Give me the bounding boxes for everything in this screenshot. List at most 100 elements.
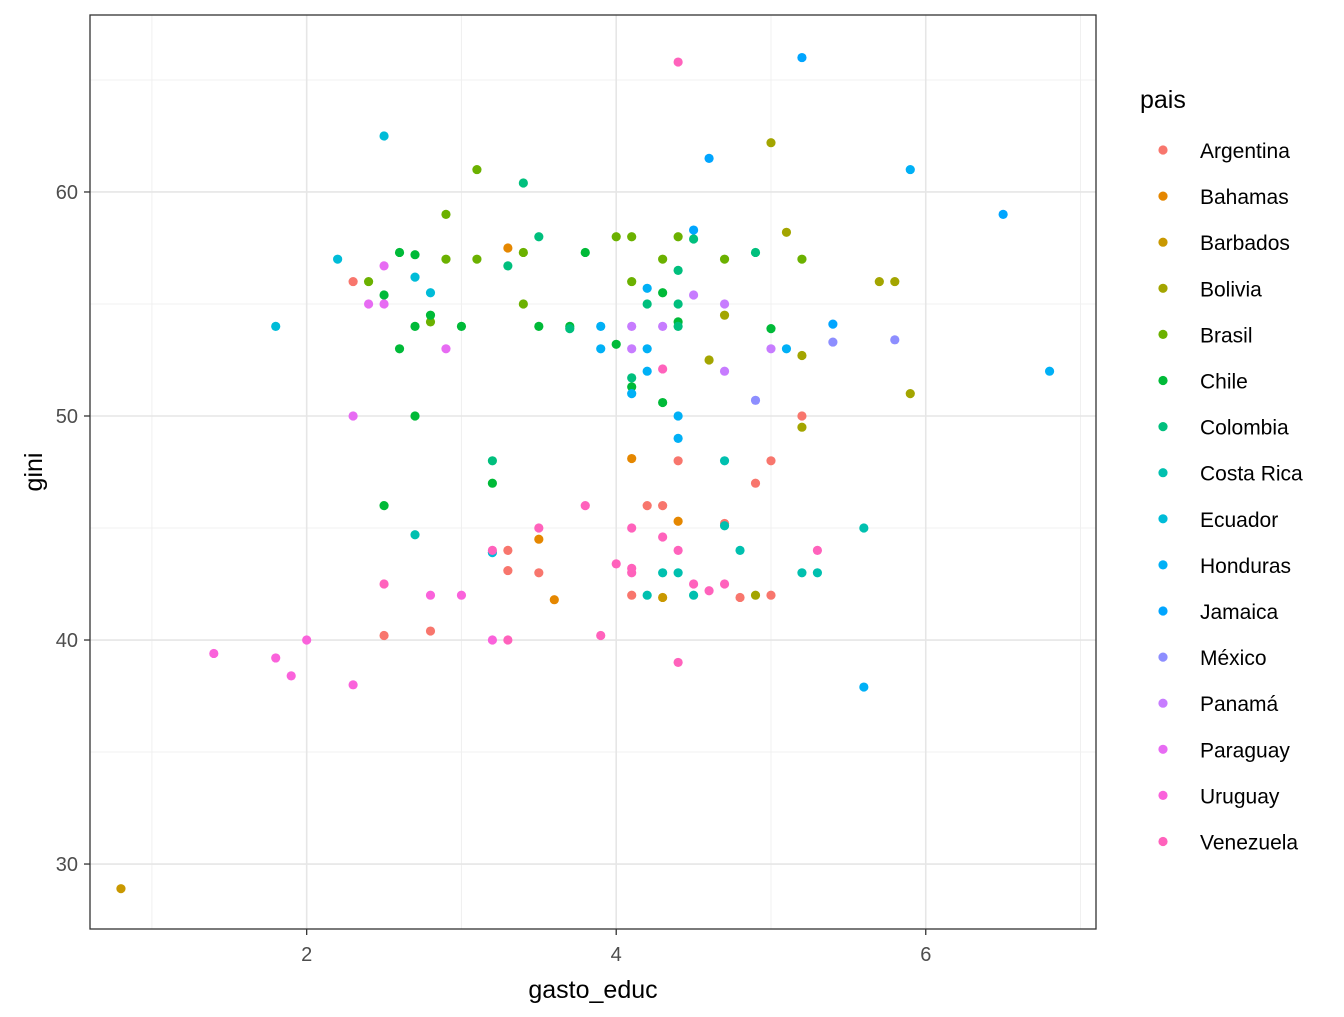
data-point [627, 344, 637, 354]
data-point [689, 579, 699, 589]
data-point [503, 243, 513, 253]
data-point [642, 501, 652, 511]
legend-item: Uruguay [1158, 785, 1280, 808]
data-point [673, 57, 683, 67]
data-point [363, 299, 374, 309]
legend-key [1158, 790, 1168, 801]
legend-key [1158, 606, 1168, 616]
data-point [750, 590, 761, 600]
legend-label: Costa Rica [1200, 463, 1303, 486]
legend-label: Chile [1200, 371, 1248, 394]
data-point [719, 254, 730, 264]
legend-label: Bolivia [1200, 278, 1262, 301]
legend-label: Paraguay [1200, 739, 1290, 762]
data-point [673, 232, 683, 242]
data-point [425, 310, 436, 320]
data-point [503, 545, 513, 556]
data-point [627, 373, 637, 383]
data-point [658, 501, 668, 511]
data-point [627, 523, 637, 533]
data-point [781, 344, 792, 354]
data-point [518, 299, 528, 309]
data-point [719, 579, 730, 589]
legend-key [1158, 560, 1168, 570]
data-point [874, 276, 884, 287]
legend-item: Jamaica [1158, 601, 1279, 624]
data-point [890, 335, 900, 345]
x-tick-label: 2 [301, 944, 312, 966]
data-point [503, 635, 513, 645]
data-point [441, 254, 451, 264]
legend-key [1158, 744, 1168, 754]
data-point [673, 516, 683, 526]
data-point [379, 630, 389, 641]
data-point [379, 501, 389, 511]
data-point [658, 288, 668, 298]
data-point [673, 568, 683, 578]
data-point [487, 545, 497, 556]
data-point [673, 657, 683, 668]
grid-major [90, 15, 1096, 929]
data-point [518, 247, 528, 258]
legend-label: Brasil [1200, 324, 1253, 347]
data-point [673, 433, 683, 443]
data-point [704, 355, 714, 365]
legend-key [1158, 329, 1168, 339]
data-point [859, 682, 869, 692]
legend-label: México [1200, 647, 1267, 670]
data-point [363, 276, 374, 287]
data-point [812, 545, 823, 556]
data-point [673, 456, 683, 466]
data-point [534, 232, 544, 242]
data-point [456, 590, 467, 600]
data-point [719, 310, 730, 320]
data-point [766, 456, 776, 466]
data-point [627, 590, 637, 600]
data-point [828, 337, 838, 347]
data-point [472, 254, 482, 264]
data-point [596, 321, 606, 331]
data-points [116, 52, 1055, 894]
data-point [549, 595, 559, 605]
legend-item: Venezuela [1158, 832, 1298, 855]
data-point [673, 299, 683, 309]
data-point [596, 630, 606, 641]
data-point [596, 344, 606, 354]
legend-item: Costa Rica [1158, 463, 1303, 486]
data-point [379, 131, 389, 141]
legend-item: Honduras [1158, 555, 1291, 578]
legend-key [1158, 468, 1168, 478]
data-point [534, 321, 544, 331]
legend-item: Colombia [1158, 417, 1289, 440]
data-point [627, 321, 637, 331]
data-point [333, 254, 343, 264]
data-point [116, 884, 126, 894]
data-point [750, 247, 761, 258]
data-point [441, 344, 451, 354]
data-point [673, 321, 683, 331]
data-point [859, 523, 869, 533]
data-point [658, 254, 668, 264]
data-point [750, 478, 761, 488]
data-point [271, 321, 281, 331]
data-point [565, 324, 575, 334]
legend-item: Ecuador [1158, 509, 1278, 532]
legend-label: Jamaica [1200, 601, 1279, 624]
data-point [503, 565, 513, 576]
data-point [611, 339, 621, 349]
legend-label: Uruguay [1200, 785, 1280, 808]
data-point [627, 568, 637, 578]
data-point [627, 388, 637, 399]
data-point [642, 590, 652, 600]
legend-label: Honduras [1200, 555, 1291, 578]
x-tick-label: 4 [611, 944, 622, 966]
data-point [797, 411, 807, 421]
data-point [673, 545, 683, 556]
data-point [673, 265, 683, 275]
data-point [905, 388, 915, 399]
legend-item: Brasil [1158, 324, 1253, 347]
legend-label: Ecuador [1200, 509, 1278, 532]
data-point [642, 366, 652, 376]
x-axis-ticks: 2 4 6 [301, 929, 931, 966]
legend-item: Argentina [1158, 140, 1290, 163]
